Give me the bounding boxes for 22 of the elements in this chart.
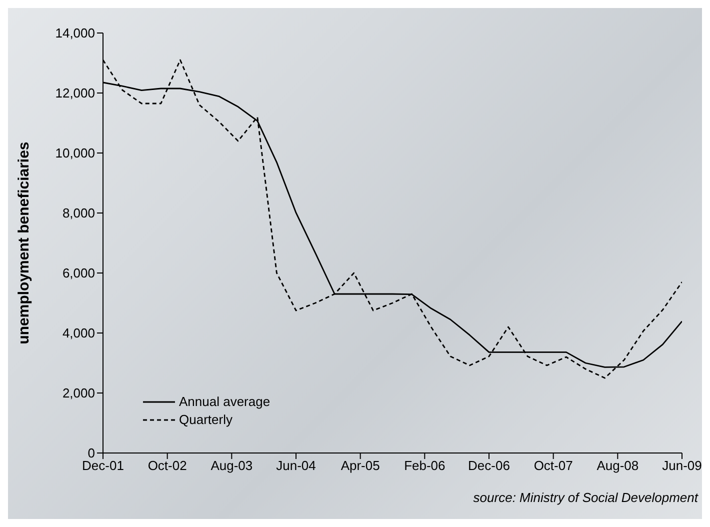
- y-axis-title: unemployment beneficiaries: [15, 142, 32, 344]
- x-tick-label: Jun-04: [276, 458, 316, 474]
- x-tick-label: Oct-07: [534, 458, 573, 474]
- x-tick-label: Dec-01: [82, 458, 124, 474]
- legend-label: Annual average: [179, 393, 270, 411]
- y-tick-label: 2,000: [62, 386, 95, 401]
- y-tick-label: 12,000: [55, 86, 95, 101]
- y-tick-label: 4,000: [62, 326, 95, 341]
- y-tick-label: 8,000: [62, 206, 95, 221]
- x-tick-label: Apr-05: [340, 458, 380, 474]
- y-tick-label: 0: [88, 446, 95, 461]
- x-tick-label: Aug-08: [596, 458, 639, 474]
- x-tick-label: Feb-06: [404, 458, 446, 474]
- y-tick-label: 6,000: [62, 266, 95, 281]
- x-tick-label: Jun-09: [662, 458, 702, 474]
- x-tick-label: Aug-03: [210, 458, 253, 474]
- x-tick-label: Oct-02: [148, 458, 187, 474]
- source-note: source: Ministry of Social Development: [473, 490, 698, 505]
- legend-label: Quarterly: [179, 411, 232, 429]
- x-tick-label: Dec-06: [468, 458, 510, 474]
- y-tick-label: 10,000: [55, 146, 95, 161]
- y-tick-label: 14,000: [55, 26, 95, 41]
